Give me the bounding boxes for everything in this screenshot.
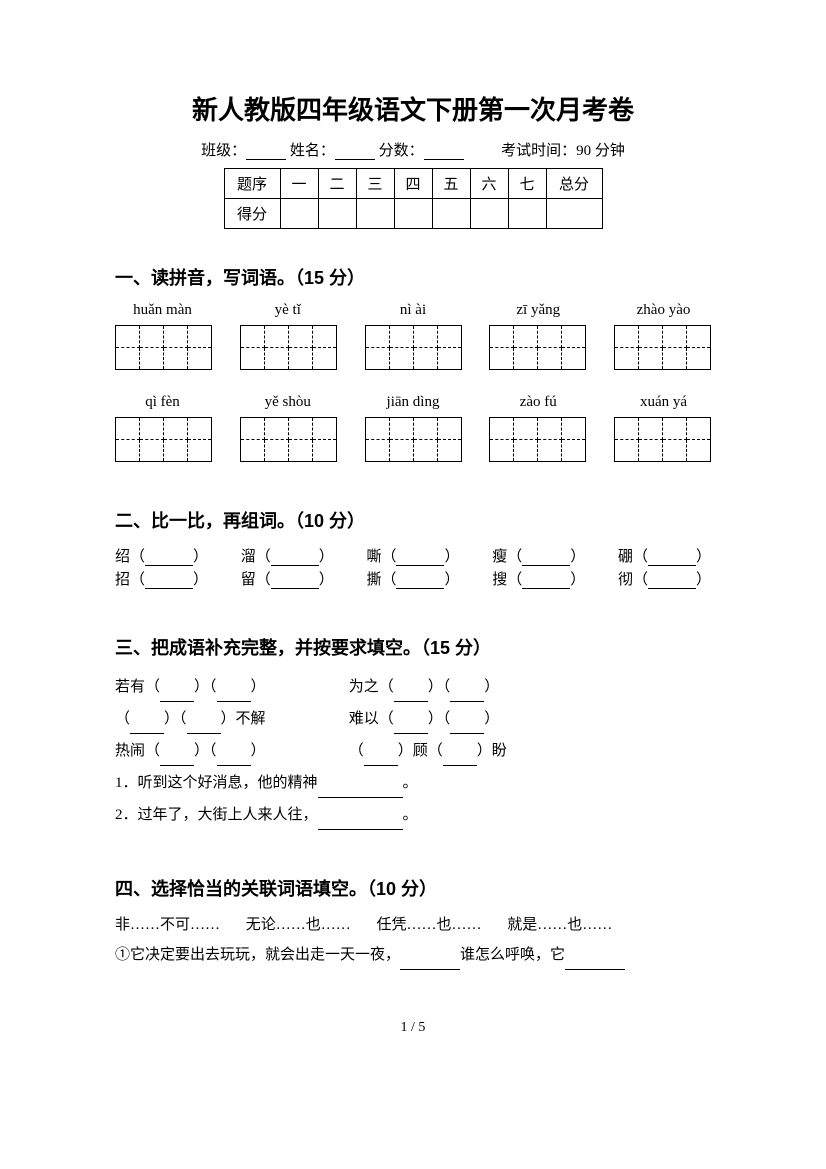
table-row: 得分 (224, 199, 602, 229)
time-label: 考试时间：90 分钟 (501, 143, 625, 159)
name-blank[interactable] (335, 144, 375, 160)
q2-item: 绍（） (115, 545, 208, 566)
char-box-row-2 (115, 417, 711, 462)
section3-title: 三、把成语补充完整，并按要求填空。（15 分） (115, 634, 711, 660)
q3-q1: 1．听到这个好消息，他的精神。 (115, 768, 711, 798)
th-5: 五 (432, 169, 470, 199)
section4-title: 四、选择恰当的关联词语填空。（10 分） (115, 875, 711, 901)
char-box[interactable] (489, 417, 586, 462)
char-box[interactable] (614, 417, 711, 462)
q2-item: 搜（） (492, 568, 585, 589)
score-cell[interactable] (432, 199, 470, 229)
section2-title: 二、比一比，再组词。（10 分） (115, 507, 711, 533)
th-6: 六 (470, 169, 508, 199)
q3-line3: 热闹（）（） （）顾（）盼 (115, 736, 711, 766)
th-2: 二 (318, 169, 356, 199)
q4-q1: ①它决定要出去玩玩，就会出走一天一夜，谁怎么呼唤，它 (115, 940, 711, 970)
pinyin: yě shòu (240, 394, 335, 411)
q3-line2: （）（）不解 难以（）（） (115, 704, 711, 734)
pinyin: nì ài (366, 302, 461, 319)
char-box[interactable] (115, 325, 212, 370)
option: 非……不可…… (115, 917, 220, 933)
char-box[interactable] (614, 325, 711, 370)
char-box[interactable] (115, 417, 212, 462)
pinyin: zhào yào (616, 302, 711, 319)
table-row: 题序 一 二 三 四 五 六 七 总分 (224, 169, 602, 199)
header-info: 班级： 姓名： 分数： 考试时间：90 分钟 (115, 139, 711, 160)
score-cell[interactable] (508, 199, 546, 229)
score-cell[interactable] (470, 199, 508, 229)
option: 任凭……也…… (377, 917, 482, 933)
score-cell[interactable] (546, 199, 602, 229)
pinyin: qì fèn (115, 394, 210, 411)
char-box[interactable] (365, 325, 462, 370)
char-box[interactable] (240, 325, 337, 370)
th-0: 题序 (224, 169, 280, 199)
pinyin: zào fú (491, 394, 586, 411)
char-box[interactable] (240, 417, 337, 462)
th-4: 四 (394, 169, 432, 199)
char-box-row-1 (115, 325, 711, 370)
class-label: 班级： (201, 143, 246, 159)
q2-item: 留（） (241, 568, 334, 589)
score-label: 分数： (379, 143, 424, 159)
pinyin: zī yǎng (491, 302, 586, 319)
th-3: 三 (356, 169, 394, 199)
q2-item: 撕（） (366, 568, 459, 589)
pinyin: yè tǐ (240, 302, 335, 319)
q3-line1: 若有（）（） 为之（）（） (115, 672, 711, 702)
q4-options: 非……不可…… 无论……也…… 任凭……也…… 就是……也…… (115, 913, 711, 934)
score-cell[interactable] (356, 199, 394, 229)
pinyin: huǎn màn (115, 302, 210, 319)
score-cell[interactable] (318, 199, 356, 229)
char-box[interactable] (489, 325, 586, 370)
pinyin-row-1: huǎn màn yè tǐ nì ài zī yǎng zhào yào (115, 302, 711, 319)
option: 就是……也…… (507, 917, 612, 933)
q2-row-2: 招（） 留（） 撕（） 搜（） 彻（） (115, 568, 711, 589)
class-blank[interactable] (246, 144, 286, 160)
q2-item: 溜（） (241, 545, 334, 566)
page-number: 1 / 5 (115, 1020, 711, 1036)
th-8: 总分 (546, 169, 602, 199)
q2-item: 瘦（） (492, 545, 585, 566)
row2-label: 得分 (224, 199, 280, 229)
th-7: 七 (508, 169, 546, 199)
th-1: 一 (280, 169, 318, 199)
char-box[interactable] (365, 417, 462, 462)
q2-item: 硼（） (618, 545, 711, 566)
name-label: 姓名： (290, 143, 335, 159)
pinyin: jiān dìng (366, 394, 461, 411)
pinyin: xuán yá (616, 394, 711, 411)
score-blank[interactable] (424, 144, 464, 160)
section1-title: 一、读拼音，写词语。（15 分） (115, 264, 711, 290)
score-cell[interactable] (280, 199, 318, 229)
q2-row-1: 绍（） 溜（） 嘶（） 瘦（） 硼（） (115, 545, 711, 566)
score-table: 题序 一 二 三 四 五 六 七 总分 得分 (224, 168, 603, 229)
option: 无论……也…… (246, 917, 351, 933)
q2-item: 招（） (115, 568, 208, 589)
q2-item: 彻（） (618, 568, 711, 589)
pinyin-row-2: qì fèn yě shòu jiān dìng zào fú xuán yá (115, 394, 711, 411)
score-cell[interactable] (394, 199, 432, 229)
q3-q2: 2．过年了，大街上人来人往，。 (115, 800, 711, 830)
q2-item: 嘶（） (366, 545, 459, 566)
exam-title: 新人教版四年级语文下册第一次月考卷 (115, 90, 711, 127)
